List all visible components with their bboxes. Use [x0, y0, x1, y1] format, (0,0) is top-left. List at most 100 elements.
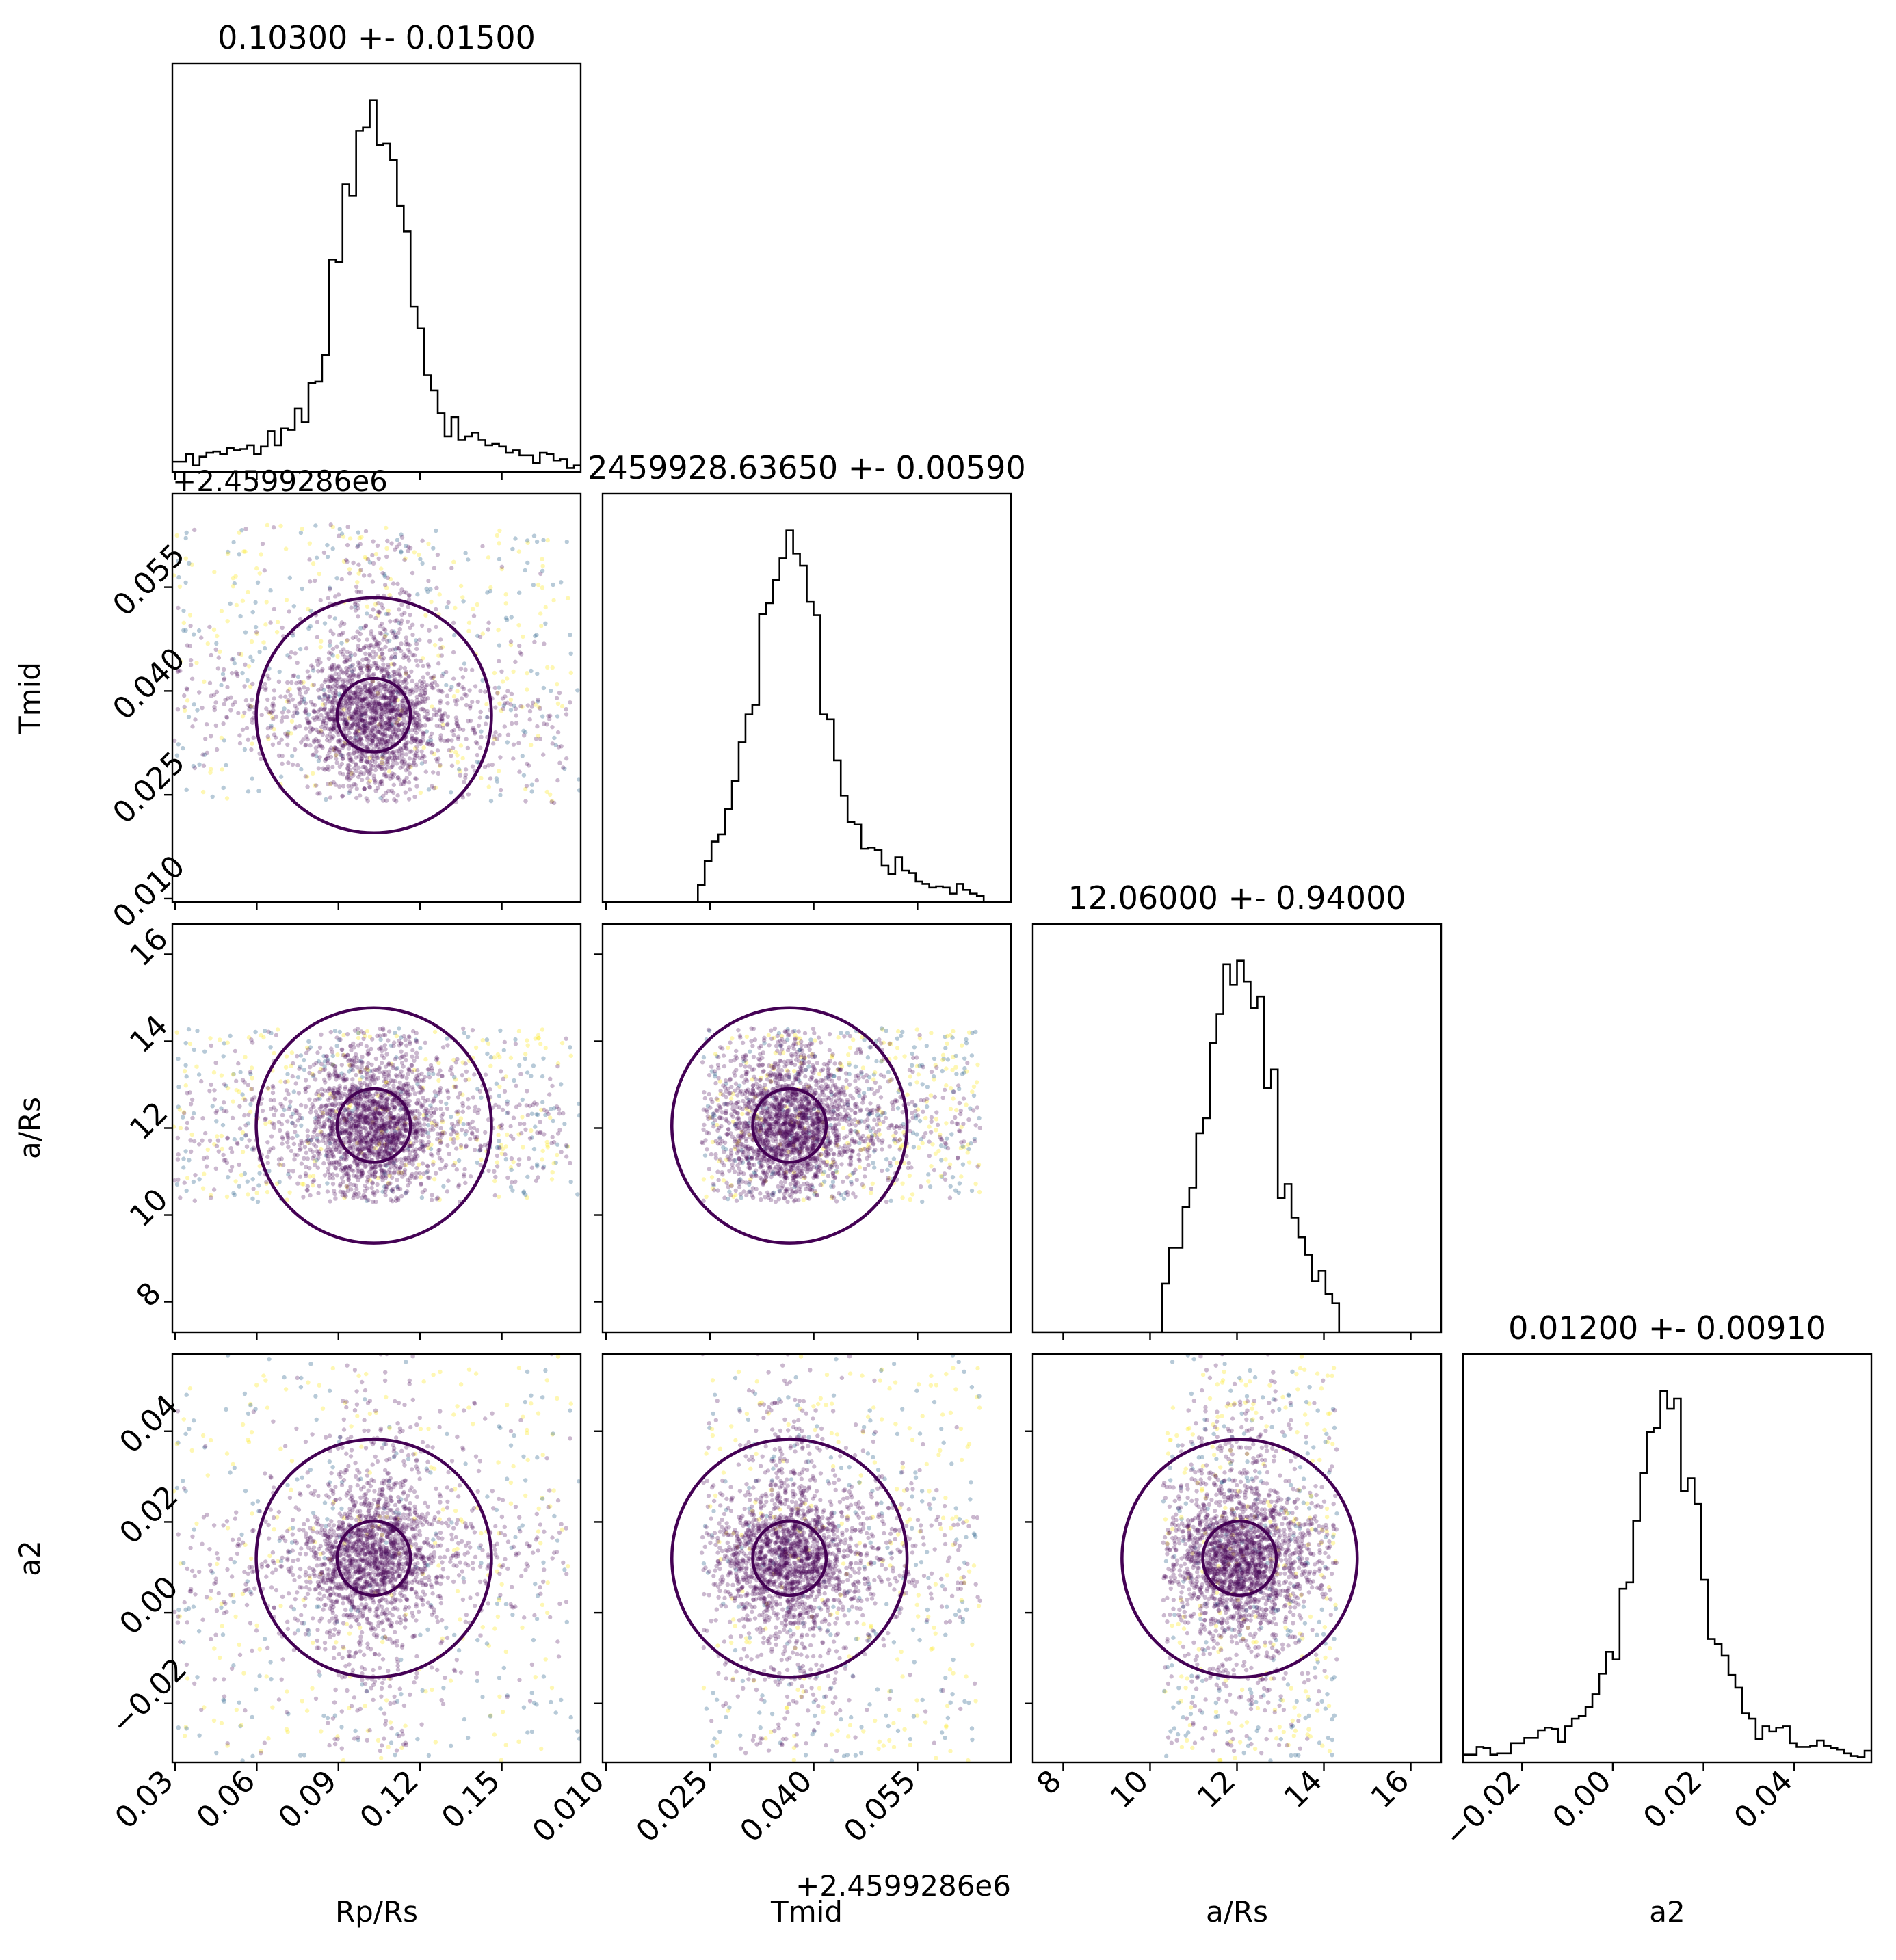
sample-point	[435, 1131, 440, 1137]
sample-point	[386, 704, 392, 708]
sample-point	[348, 1044, 353, 1048]
sample-point	[393, 1073, 399, 1078]
sample-point	[445, 1143, 450, 1148]
sample-point	[435, 1056, 440, 1061]
sample-point	[536, 1033, 541, 1038]
sample-point	[408, 1092, 412, 1097]
sample-point	[348, 758, 354, 763]
sample-point	[305, 1156, 310, 1161]
sample-point	[451, 1140, 456, 1145]
sample-point	[395, 618, 399, 623]
sample-point	[544, 722, 549, 727]
sample-point	[354, 1113, 359, 1118]
sample-point	[376, 680, 382, 686]
sample-point	[404, 1091, 410, 1096]
sample-point	[455, 1122, 460, 1127]
sample-point	[286, 1171, 291, 1177]
sample-point	[356, 1104, 360, 1109]
sample-point	[503, 694, 508, 699]
sample-point	[271, 1085, 276, 1090]
sample-point	[354, 702, 360, 706]
sample-point	[315, 663, 321, 667]
sample-point	[330, 1102, 335, 1107]
sample-point	[442, 738, 447, 743]
sample-point	[354, 728, 359, 732]
sample-point	[414, 1039, 420, 1044]
sample-point	[438, 763, 443, 769]
sample-point	[347, 1139, 352, 1144]
sample-point	[414, 1039, 419, 1044]
sample-point	[356, 1094, 361, 1099]
sample-point	[445, 1089, 450, 1095]
sample-point	[315, 635, 319, 639]
sample-point	[393, 727, 398, 732]
sample-point	[350, 1117, 356, 1122]
sample-point	[343, 1130, 347, 1135]
sample-point	[497, 701, 502, 706]
sample-point	[371, 1132, 376, 1137]
sample-point	[224, 715, 230, 720]
sample-point	[428, 1146, 434, 1152]
sample-point	[421, 675, 425, 680]
sample-point	[319, 1091, 324, 1097]
sample-point	[376, 1102, 381, 1108]
sample-point	[397, 1072, 403, 1077]
sample-point	[514, 713, 518, 718]
sample-point	[363, 695, 367, 700]
sample-point	[381, 732, 386, 737]
sample-point	[272, 607, 276, 611]
sample-point	[372, 727, 378, 732]
sample-point	[358, 727, 363, 732]
sample-point	[364, 1134, 369, 1139]
sample-point	[389, 1171, 393, 1176]
sample-point	[181, 628, 186, 633]
sample-point	[330, 1102, 335, 1107]
sample-point	[384, 1187, 389, 1191]
sample-point	[368, 1079, 373, 1084]
sample-point	[413, 719, 418, 724]
sample-point	[393, 633, 398, 637]
sample-point	[432, 752, 437, 756]
sample-point	[382, 1043, 387, 1048]
sample-point	[389, 1135, 394, 1141]
sample-point	[330, 709, 335, 715]
sample-point	[499, 708, 504, 713]
sample-point	[361, 723, 366, 728]
sample-point	[346, 752, 351, 757]
sample-point	[393, 1105, 398, 1110]
sample-point	[444, 1101, 449, 1107]
sample-point	[354, 1098, 359, 1102]
sample-point	[334, 1138, 339, 1143]
sample-point	[412, 1149, 418, 1154]
sample-point	[352, 1182, 356, 1188]
sample-point	[333, 745, 338, 751]
sample-point	[373, 602, 378, 607]
sample-point	[383, 734, 388, 739]
sample-point	[358, 1130, 363, 1135]
sample-point	[384, 703, 389, 708]
sample-point	[396, 631, 401, 635]
sample-point	[276, 753, 282, 758]
sample-point	[397, 1043, 401, 1048]
sample-point	[393, 722, 397, 728]
sample-point	[367, 778, 372, 784]
sample-point	[473, 731, 477, 736]
sample-point	[353, 1137, 358, 1141]
sample-point	[344, 722, 350, 727]
sample-point	[376, 1142, 382, 1147]
sample-point	[330, 1129, 336, 1135]
sample-point	[429, 717, 434, 721]
sample-point	[513, 659, 518, 664]
sample-point	[401, 1127, 406, 1132]
sample-point	[463, 1061, 468, 1066]
sample-point	[434, 710, 439, 715]
sample-point	[402, 778, 407, 783]
sample-point	[356, 739, 362, 744]
sample-point	[364, 796, 369, 801]
sample-point	[418, 1128, 423, 1133]
sample-point	[374, 711, 379, 715]
sample-point	[355, 1113, 360, 1119]
sample-point	[354, 707, 359, 712]
sample-point	[234, 1078, 239, 1084]
sample-point	[453, 1085, 458, 1089]
